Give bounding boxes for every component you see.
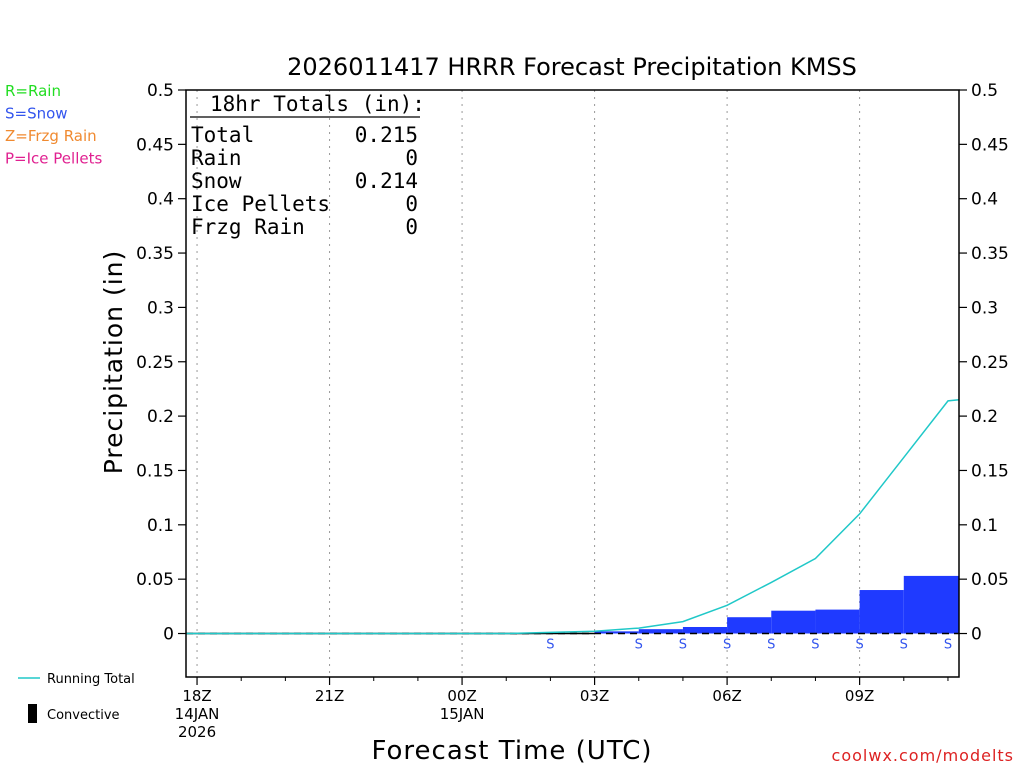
y-tick-label-left-10: 0.5 bbox=[147, 81, 174, 101]
precip-bar-5 bbox=[815, 609, 860, 634]
totals-label-3: Ice Pellets bbox=[191, 192, 330, 216]
hourly-bars bbox=[186, 575, 959, 635]
running-total-legend: Running Total bbox=[18, 672, 135, 687]
precip-bar-2 bbox=[682, 626, 728, 634]
totals-value-2: 0.214 bbox=[355, 169, 418, 193]
y-tick-label-left-2: 0.1 bbox=[147, 516, 174, 536]
x-tick-label-5-0: 09Z bbox=[845, 687, 874, 705]
y-tick-label-left-4: 0.2 bbox=[147, 407, 174, 427]
totals-label-1: Rain bbox=[191, 146, 242, 170]
convective-legend-label: Convective bbox=[47, 708, 120, 723]
snow-mark-8: S bbox=[944, 638, 952, 653]
x-tick-label-0-2: 2026 bbox=[178, 723, 216, 741]
totals-label-4: Frzg Rain bbox=[191, 215, 305, 239]
y-tick-label-left-3: 0.15 bbox=[136, 461, 174, 481]
x-tick-label-1-0: 21Z bbox=[315, 687, 344, 705]
precip-bar-1 bbox=[638, 629, 683, 634]
y-axis-label: Precipitation (in) bbox=[99, 250, 128, 475]
convective-legend-swatch bbox=[28, 704, 37, 723]
plot-frame bbox=[185, 89, 960, 678]
y-tick-label-right-1: 0.05 bbox=[971, 570, 1009, 590]
y-tick-label-right-8: 0.4 bbox=[971, 190, 998, 210]
y-tick-label-right-9: 0.45 bbox=[971, 135, 1009, 155]
x-axis-label: Forecast Time (UTC) bbox=[371, 736, 652, 766]
y-tick-label-right-5: 0.25 bbox=[971, 353, 1009, 373]
precip-bar-0 bbox=[594, 631, 639, 634]
y-axis-left: 0 0.05 0.1 0.15 0.2 0.25 0.3 0.35 0.4 0.45 0.5 bbox=[136, 81, 186, 645]
precip-bar-7 bbox=[903, 575, 959, 634]
y-tick-label-right-2: 0.1 bbox=[971, 516, 998, 536]
snow-mark-3: S bbox=[723, 638, 731, 653]
snow-mark-7: S bbox=[900, 638, 908, 653]
precip-bar-4 bbox=[771, 610, 816, 634]
totals-header: 18hr Totals (in): bbox=[210, 92, 425, 116]
y-tick-label-left-6: 0.3 bbox=[147, 298, 174, 318]
snow-mark-5: S bbox=[811, 638, 819, 653]
totals-value-3: 0 bbox=[405, 192, 418, 216]
running-total-line bbox=[186, 399, 960, 635]
totals-box: 18hr Totals (in): Total 0.215 Rain 0 Snow 0.2… bbox=[190, 92, 425, 239]
running-total-layer bbox=[186, 399, 960, 635]
x-tick-label-3-0: 03Z bbox=[580, 687, 609, 705]
y-tick-label-left-8: 0.4 bbox=[147, 190, 174, 210]
credit-link[interactable]: coolwx.com/modelts bbox=[832, 746, 1014, 765]
y-tick-label-left-1: 0.05 bbox=[136, 570, 174, 590]
totals-value-4: 0 bbox=[405, 215, 418, 239]
snow-mark-4: S bbox=[767, 638, 775, 653]
y-axis-right: 0 0.05 0.1 0.15 0.2 0.25 0.3 0.35 0.4 0.45 0.5 bbox=[959, 81, 1009, 645]
ptype-legend-1: S=Snow bbox=[5, 105, 68, 123]
y-tick-label-right-4: 0.2 bbox=[971, 407, 998, 427]
x-tick-label-0-0: 18Z bbox=[182, 687, 211, 705]
ptype-legend-0: R=Rain bbox=[5, 82, 61, 100]
x-tick-label-4-0: 06Z bbox=[712, 687, 741, 705]
snow-mark-0: S bbox=[546, 638, 554, 653]
y-tick-label-left-0: 0 bbox=[163, 625, 174, 645]
y-tick-label-left-7: 0.35 bbox=[136, 244, 174, 264]
chart-title: 2026011417 HRRR Forecast Precipitation K… bbox=[287, 53, 857, 81]
y-tick-label-right-10: 0.5 bbox=[971, 81, 998, 101]
ptype-legend: R=Rain S=Snow Z=Frzg Rain P=Ice Pellets bbox=[5, 82, 102, 168]
x-tick-label-2-0: 00Z bbox=[447, 687, 476, 705]
totals-value-1: 0 bbox=[405, 146, 418, 170]
totals-label-0: Total bbox=[191, 123, 254, 147]
convective-legend: Convective bbox=[28, 704, 120, 723]
totals-value-0: 0.215 bbox=[355, 123, 418, 147]
y-tick-label-right-7: 0.35 bbox=[971, 244, 1009, 264]
snow-mark-1: S bbox=[635, 638, 643, 653]
snow-mark-6: S bbox=[855, 638, 863, 653]
x-tick-label-2-1: 15JAN bbox=[440, 705, 485, 723]
y-tick-label-left-5: 0.25 bbox=[136, 353, 174, 373]
y-tick-label-right-3: 0.15 bbox=[971, 461, 1009, 481]
ptype-legend-3: P=Ice Pellets bbox=[5, 150, 102, 168]
y-tick-label-left-9: 0.45 bbox=[136, 135, 174, 155]
snow-mark-2: S bbox=[679, 638, 687, 653]
y-tick-label-right-6: 0.3 bbox=[971, 298, 998, 318]
precip-bar-6 bbox=[859, 590, 904, 634]
y-tick-label-right-0: 0 bbox=[971, 625, 982, 645]
ptype-legend-2: Z=Frzg Rain bbox=[5, 127, 97, 145]
running-total-legend-label: Running Total bbox=[47, 672, 135, 687]
x-tick-label-0-1: 14JAN bbox=[175, 705, 220, 723]
precip-bar-3 bbox=[727, 617, 772, 634]
totals-label-2: Snow bbox=[191, 169, 242, 193]
